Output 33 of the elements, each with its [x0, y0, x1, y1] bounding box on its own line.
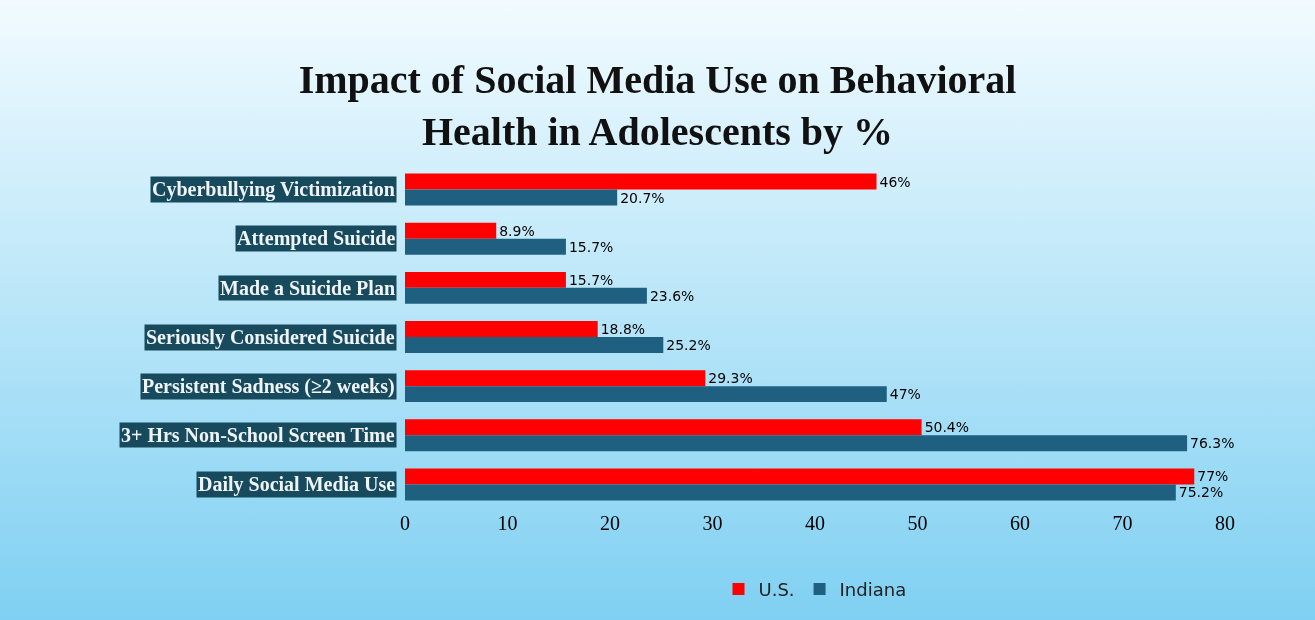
- data-label: 25.2%: [666, 336, 711, 353]
- y-tick-label: Seriously Considered Suicide: [146, 326, 395, 349]
- legend-label: U.S.: [758, 579, 795, 601]
- x-tick-label: 60: [1010, 512, 1030, 534]
- x-tick-label: 40: [805, 512, 825, 534]
- x-tick-label: 20: [600, 512, 620, 534]
- legend-label: Indiana: [839, 579, 907, 601]
- y-tick-label: Persistent Sadness (≥2 weeks): [142, 375, 395, 398]
- data-label: 15.7%: [568, 271, 614, 288]
- x-tick-label: 30: [702, 512, 723, 534]
- x-tick-label: 80: [1215, 512, 1235, 534]
- x-tick-label: 70: [1112, 512, 1133, 534]
- data-label: 18.8%: [600, 321, 646, 338]
- data-label: 23.6%: [649, 287, 695, 304]
- x-tick-label: 0: [400, 512, 410, 534]
- data-label: 20.7%: [620, 189, 665, 206]
- data-label: 46%: [879, 173, 911, 190]
- data-label: 77%: [1197, 468, 1229, 485]
- data-label: 75.2%: [1178, 484, 1224, 501]
- x-tick-label: 10: [497, 512, 518, 534]
- x-tick-label: 50: [907, 512, 928, 534]
- y-tick-label: Attempted Suicide: [237, 227, 396, 250]
- y-tick-label: Cyberbullying Victimization: [152, 178, 395, 201]
- chart-title: Impact of Social Media Use on Behavioral Health in Adolescents by %: [298, 57, 1017, 154]
- data-label: 76.3%: [1190, 435, 1235, 452]
- y-tick-label: Made a Suicide Plan: [220, 277, 396, 299]
- data-label: 8.9%: [499, 222, 535, 239]
- data-label: 29.3%: [708, 370, 753, 387]
- y-tick-label: 3+ Hrs Non-School Screen Time: [121, 424, 395, 446]
- data-label: 50.4%: [924, 419, 970, 436]
- data-label: 15.7%: [568, 238, 614, 255]
- data-label: 47%: [889, 386, 921, 403]
- y-tick-label: Daily Social Media Use: [198, 473, 396, 496]
